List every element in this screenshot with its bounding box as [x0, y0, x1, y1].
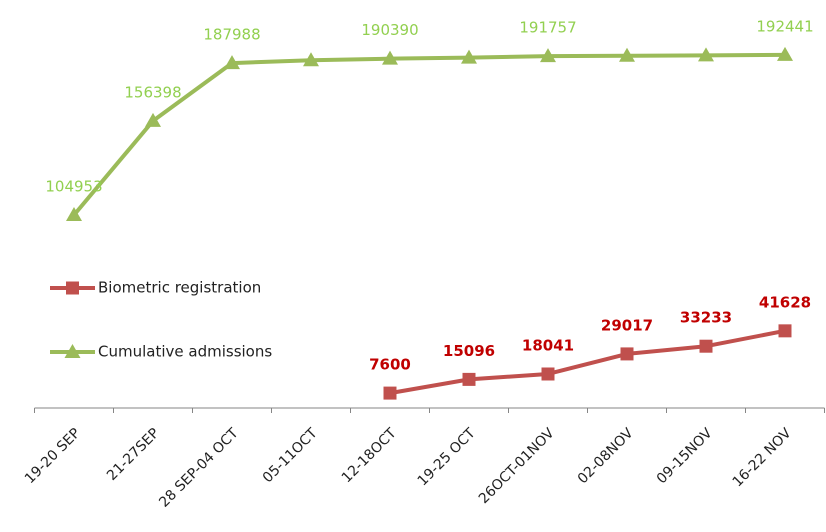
point [698, 47, 714, 62]
point [462, 372, 476, 386]
point [383, 386, 397, 400]
legend-marker [66, 281, 79, 295]
data-label: 18041 [522, 336, 574, 354]
data-label: 7600 [369, 356, 411, 374]
point [66, 206, 82, 221]
data-label: 33233 [680, 309, 732, 327]
data-label: 104953 [45, 177, 102, 195]
point [145, 112, 161, 127]
point [303, 52, 319, 67]
data-label: 191757 [519, 19, 576, 37]
x-tick-label: 26OCT-01NOV [476, 425, 558, 507]
legend-label: Cumulative admissions [98, 343, 272, 361]
series-line [72, 52, 786, 217]
data-label: 190390 [361, 21, 418, 39]
x-tick-label: 19-25 OCT [415, 425, 479, 489]
x-tick-label: 09-15NOV [654, 425, 716, 487]
data-label: 192441 [756, 17, 813, 35]
data-label: 187988 [203, 26, 260, 44]
x-tick-label: 28 SEP-04 OCT [156, 425, 242, 511]
point [224, 55, 240, 70]
point [541, 367, 555, 381]
series-line [389, 328, 786, 396]
data-label: 156398 [124, 83, 181, 101]
x-tick-label: 19-20 SEP [22, 425, 84, 487]
x-tick-label: 02-08NOV [575, 425, 637, 487]
legend-marker [64, 344, 81, 358]
x-tick-label: 05-11OCT [260, 425, 321, 486]
point [619, 47, 635, 62]
x-tick-label: 16-22 NOV [730, 425, 795, 490]
point [540, 48, 556, 63]
point [382, 50, 398, 65]
data-label: 15096 [443, 342, 495, 360]
point [461, 49, 477, 64]
legend-label: Biometric registration [98, 279, 261, 297]
point [699, 339, 713, 353]
point [777, 46, 793, 61]
point [620, 347, 634, 361]
data-label: 29017 [601, 316, 653, 334]
x-tick-label: 21-27SEP [104, 425, 163, 484]
x-tick-label: 12-18OCT [339, 425, 400, 486]
data-label: 41628 [759, 293, 811, 311]
point [778, 324, 792, 338]
